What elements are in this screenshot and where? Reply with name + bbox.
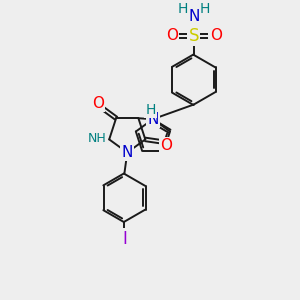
Text: O: O: [92, 96, 104, 111]
Text: S: S: [188, 27, 199, 45]
Text: H: H: [200, 2, 210, 16]
Text: NH: NH: [88, 132, 106, 145]
Text: I: I: [122, 230, 127, 247]
Text: N: N: [122, 145, 133, 160]
Text: O: O: [160, 138, 172, 153]
Text: N: N: [188, 10, 200, 25]
Text: H: H: [178, 2, 188, 16]
Text: O: O: [210, 28, 222, 44]
Text: H: H: [146, 103, 156, 117]
Text: N: N: [147, 112, 159, 127]
Text: O: O: [166, 28, 178, 44]
